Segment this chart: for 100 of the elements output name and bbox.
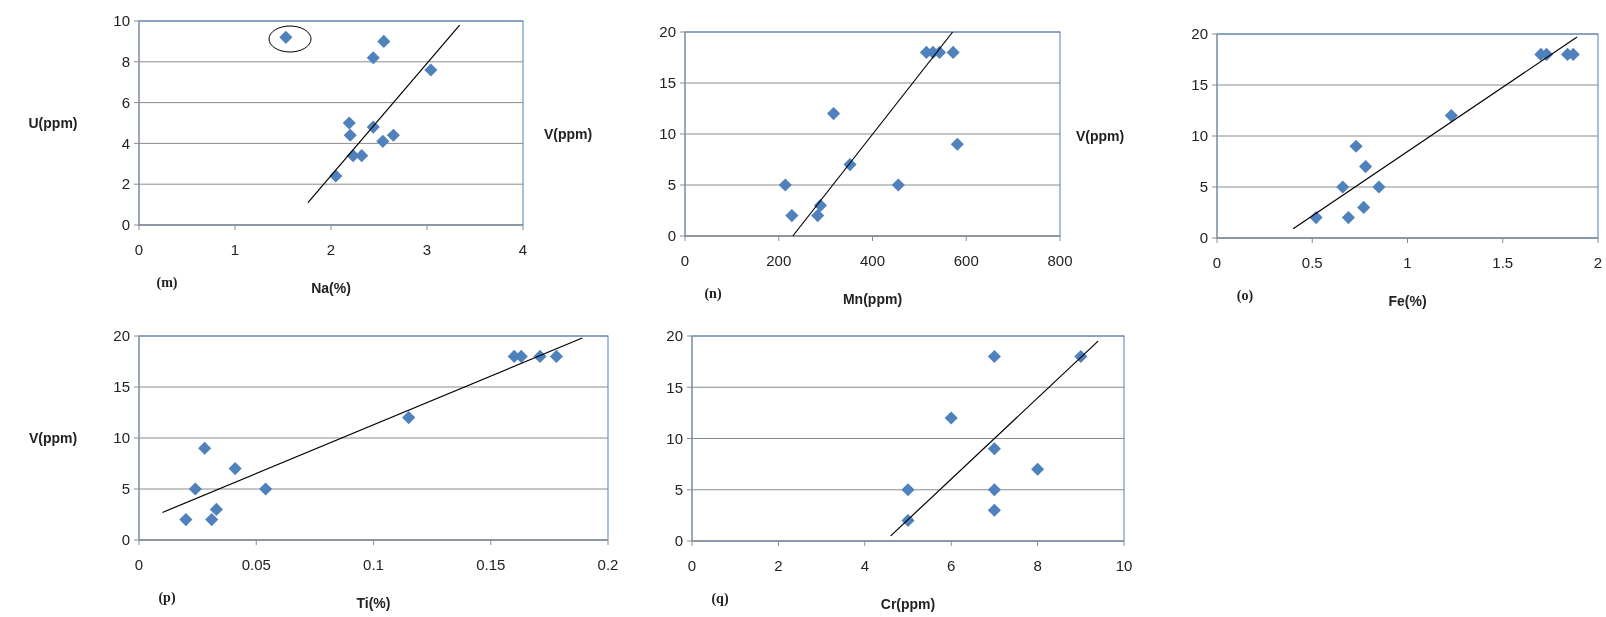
y-axis-title: U(ppm) xyxy=(28,114,78,131)
x-tick-label: 800 xyxy=(1047,252,1073,269)
point xyxy=(549,349,563,363)
point xyxy=(228,462,242,476)
point xyxy=(198,441,212,455)
y-tick-label: 20 xyxy=(666,327,683,345)
point xyxy=(987,503,1001,517)
y-tick-label: 6 xyxy=(121,93,130,111)
text: (q) xyxy=(711,591,729,607)
y-tick-label: 5 xyxy=(121,480,130,498)
point xyxy=(1372,180,1386,194)
point xyxy=(259,482,273,496)
x-tick-label: 2 xyxy=(326,241,336,258)
text: (n) xyxy=(704,286,722,302)
y-tick-label: 0 xyxy=(667,227,676,245)
point xyxy=(827,107,841,121)
y-axis-title: V(ppm) xyxy=(543,125,593,142)
x-axis-title: Fe(%) xyxy=(1388,293,1427,309)
point xyxy=(987,349,1001,364)
point xyxy=(811,209,825,223)
y-tick-label: 10 xyxy=(113,12,130,30)
point xyxy=(209,502,223,516)
x-tick-label: 0.05 xyxy=(241,556,271,573)
y-tick-label: 10 xyxy=(1191,127,1208,145)
y-tick-label: 2 xyxy=(121,175,130,193)
y-tick-label: 8 xyxy=(121,53,130,71)
x-tick-label: 0 xyxy=(1212,254,1222,271)
point xyxy=(987,442,1001,456)
point xyxy=(1349,139,1363,153)
y-axis-title: V(ppm) xyxy=(1075,127,1125,144)
x-tick-label: 200 xyxy=(766,252,792,269)
x-tick-label: 0 xyxy=(134,556,144,573)
y-tick-label: 5 xyxy=(674,481,683,498)
x-axis-title: Cr(ppm) xyxy=(880,596,936,612)
x-tick-label: 600 xyxy=(953,252,979,269)
text: (p) xyxy=(158,590,176,606)
x-tick-label: 8 xyxy=(1033,557,1042,574)
x-axis-title: Mn(ppm) xyxy=(842,291,903,307)
point xyxy=(891,178,905,192)
y-tick-label: 10 xyxy=(113,429,130,447)
x-axis-title: Na(%) xyxy=(311,280,351,296)
x-tick-label: 1 xyxy=(1403,254,1412,271)
x-tick-label: 4 xyxy=(518,241,528,258)
point xyxy=(377,34,391,48)
point xyxy=(1031,462,1045,476)
x-tick-label: 0 xyxy=(687,557,697,574)
y-tick-label: 0 xyxy=(121,216,130,234)
y-tick-label: 15 xyxy=(1191,76,1208,94)
x-tick-label: 4 xyxy=(860,557,869,574)
y-tick-label: 10 xyxy=(666,429,683,447)
point xyxy=(343,128,357,142)
point xyxy=(950,137,964,151)
point xyxy=(944,411,958,425)
text: (o) xyxy=(1236,288,1254,304)
x-tick-label: 3 xyxy=(422,241,432,258)
y-tick-label: 20 xyxy=(1191,25,1208,43)
point xyxy=(205,513,219,527)
point xyxy=(1359,160,1373,174)
point xyxy=(402,411,416,425)
x-tick-label: 1 xyxy=(230,241,240,258)
x-tick-label: 2 xyxy=(1593,254,1603,271)
y-tick-label: 0 xyxy=(121,531,130,549)
y-tick-label: 15 xyxy=(659,74,676,92)
y-tick-label: 5 xyxy=(1199,178,1208,196)
y-tick-label: 20 xyxy=(659,23,676,41)
x-tick-label: 0 xyxy=(134,241,144,258)
x-tick-label: 6 xyxy=(947,557,956,574)
x-tick-label: 0.5 xyxy=(1301,254,1323,271)
y-tick-label: 15 xyxy=(666,378,683,396)
y-tick-label: 10 xyxy=(659,125,676,143)
y-tick-label: 20 xyxy=(113,327,130,345)
text: (m) xyxy=(156,275,178,291)
x-tick-label: 0.15 xyxy=(476,556,506,573)
y-tick-label: 0 xyxy=(674,532,683,550)
y-tick-label: 15 xyxy=(113,378,130,396)
point xyxy=(179,513,193,527)
point xyxy=(901,483,915,497)
point xyxy=(1341,211,1356,225)
point xyxy=(355,149,369,163)
x-tick-label: 0.1 xyxy=(363,556,384,573)
point xyxy=(424,63,438,77)
y-tick-label: 4 xyxy=(121,134,130,152)
point xyxy=(376,134,390,148)
point xyxy=(1357,200,1371,214)
x-axis-title: Ti(%) xyxy=(356,595,391,611)
y-axis-title: V(ppm) xyxy=(28,429,78,446)
point xyxy=(188,482,202,496)
x-tick-label: 400 xyxy=(859,252,886,269)
point xyxy=(785,209,799,223)
point xyxy=(987,483,1001,497)
x-tick-label: 2 xyxy=(774,557,783,574)
x-tick-label: 1.5 xyxy=(1492,254,1514,271)
point xyxy=(778,178,792,192)
y-tick-label: 0 xyxy=(1199,229,1208,247)
point xyxy=(946,45,960,59)
point xyxy=(342,116,356,130)
point xyxy=(1444,109,1458,123)
point xyxy=(366,51,380,65)
y-tick-label: 5 xyxy=(667,176,676,194)
point xyxy=(386,128,400,142)
